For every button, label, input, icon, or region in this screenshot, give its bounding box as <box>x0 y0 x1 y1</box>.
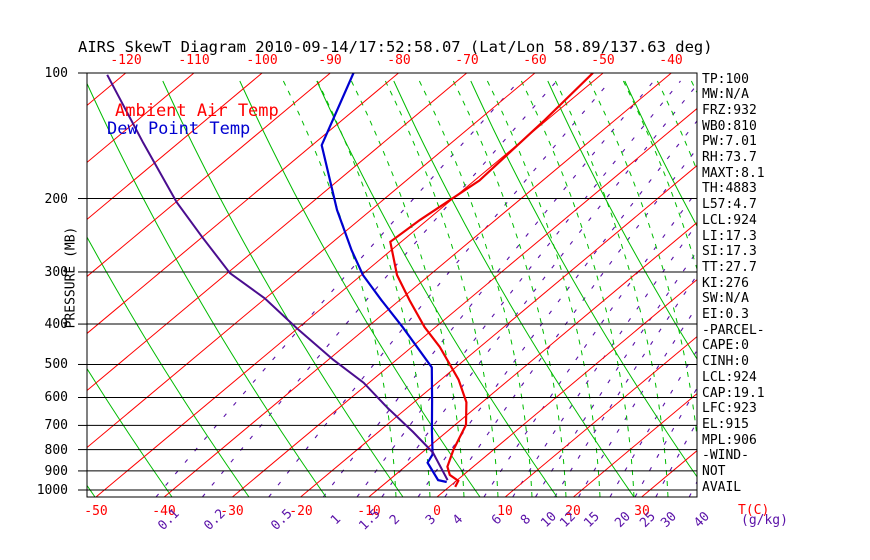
moist-adiabat-lines <box>282 80 697 497</box>
stat-line: PW:7.01 <box>702 134 757 150</box>
mixing-ratio-line <box>201 80 558 497</box>
bottom-temp-tick: 10 <box>497 504 513 519</box>
moist-adiabat <box>418 80 533 497</box>
pressure-tick: 100 <box>44 66 68 81</box>
top-temp-tick: -100 <box>246 53 278 68</box>
mixing-ratio-line <box>268 80 611 497</box>
pressure-tick: 800 <box>44 443 68 458</box>
temp-axis-title: T(C) <box>738 503 770 518</box>
stat-line: MW:N/A <box>702 87 749 103</box>
stat-line: LFC:923 <box>702 401 757 417</box>
moist-adiabat <box>316 80 431 497</box>
legend-dew-point-temp: Dew Point Temp <box>107 119 251 139</box>
bottom-temp-tick: -40 <box>152 504 176 519</box>
parcel-trace-curve <box>106 74 449 481</box>
stat-line: TT:27.7 <box>702 259 757 275</box>
stat-line: TP:100 <box>702 71 749 87</box>
stat-line: EL:915 <box>702 416 749 432</box>
stat-line: NOT <box>702 464 726 479</box>
top-temp-tick: -110 <box>178 53 210 68</box>
dry-adiabat <box>316 80 558 497</box>
moist-adiabat <box>588 80 697 442</box>
pressure-tick: 1000 <box>36 483 68 498</box>
stat-line: LCL:924 <box>702 369 757 385</box>
stat-line: LCL:924 <box>702 212 757 228</box>
pressure-tick: 900 <box>44 464 68 479</box>
stat-line: CAP:19.1 <box>702 385 765 401</box>
moist-adiabat <box>486 80 601 497</box>
bottom-temp-tick: 20 <box>565 504 581 519</box>
stat-line: AVAIL <box>702 479 742 495</box>
mixing-ratio-line <box>155 80 520 497</box>
pressure-tick: 200 <box>44 192 68 207</box>
stat-line: LI:17.3 <box>702 228 757 244</box>
bottom-temp-tick: -10 <box>357 504 381 519</box>
stat-line: FRZ:932 <box>702 102 757 118</box>
bottom-temp-tick: -20 <box>289 504 313 519</box>
dry-adiabat <box>470 80 697 478</box>
pressure-tick: 500 <box>44 357 68 372</box>
top-temp-tick: -70 <box>455 53 479 68</box>
ambient-air-temp-curve <box>389 73 594 488</box>
pressure-tick: 400 <box>44 317 68 332</box>
top-temp-tick: -60 <box>523 53 547 68</box>
mixing-ratio-line <box>655 420 697 497</box>
stat-line: TH:4883 <box>702 181 757 197</box>
stat-line: MPL:906 <box>702 432 757 448</box>
mixing-ratio-lines <box>155 80 697 497</box>
plot-frame <box>86 72 698 498</box>
dry-adiabat <box>87 367 173 497</box>
bottom-temp-tick: 0 <box>433 504 441 519</box>
top-temp-tick: -80 <box>387 53 411 68</box>
stat-line: EI:0.3 <box>702 307 749 322</box>
bottom-temp-tick: 30 <box>634 504 650 519</box>
top-temp-tick: -90 <box>318 53 342 68</box>
top-temp-tick: -40 <box>659 53 683 68</box>
dry-adiabat <box>162 80 404 497</box>
legend-ambient-air-temp: Ambient Air Temp <box>115 101 279 121</box>
dew-point-temp-curve <box>320 73 447 484</box>
mixing-ratio-line <box>554 274 697 497</box>
dry-adiabat <box>547 80 697 360</box>
moist-adiabat <box>282 80 397 497</box>
bottom-temp-tick: -50 <box>84 504 108 519</box>
stat-line: RH:73.7 <box>702 150 757 165</box>
dry-adiabat <box>87 236 250 497</box>
pressure-tick: 600 <box>44 390 68 405</box>
top-temp-tick: -120 <box>110 53 142 68</box>
dry-adiabat <box>393 80 635 497</box>
dry-adiabat <box>87 484 96 497</box>
stat-line: MAXT:8.1 <box>702 165 765 181</box>
stat-line: -WIND- <box>702 448 749 464</box>
moist-adiabat <box>520 80 635 497</box>
mixing-axis-title: (g/kg) <box>741 513 788 528</box>
moist-adiabat <box>350 80 465 497</box>
mixing-ratio-line <box>381 83 697 497</box>
mixing-ratio-line <box>417 120 697 497</box>
stat-line: CINH:0 <box>702 354 749 370</box>
moist-adiabat <box>554 80 669 497</box>
sounding-curves <box>106 73 594 488</box>
pressure-tick: 300 <box>44 265 68 280</box>
dry-adiabat <box>624 80 697 228</box>
mixing-ratio-line <box>356 80 681 497</box>
stat-line: L57:4.7 <box>702 197 757 213</box>
stat-line: WB0:810 <box>702 118 757 134</box>
moist-adiabat <box>384 80 499 497</box>
stat-line: CAPE:0 <box>702 338 749 354</box>
stat-line: KI:276 <box>702 275 749 291</box>
top-temp-tick: -50 <box>591 53 615 68</box>
stat-line: SI:17.3 <box>702 244 757 260</box>
dry-adiabat <box>87 82 327 497</box>
bottom-temp-tick: -30 <box>220 504 244 519</box>
moist-adiabat <box>452 80 567 497</box>
stat-line: -PARCEL- <box>702 322 765 338</box>
mixing-ratio-line <box>512 222 697 497</box>
isotherm-lines <box>87 73 697 497</box>
pressure-tick: 700 <box>44 418 68 433</box>
chart-title: AIRS SkewT Diagram 2010-09-14/17:52:58.0… <box>78 38 713 56</box>
stat-line: SW:N/A <box>702 291 749 307</box>
